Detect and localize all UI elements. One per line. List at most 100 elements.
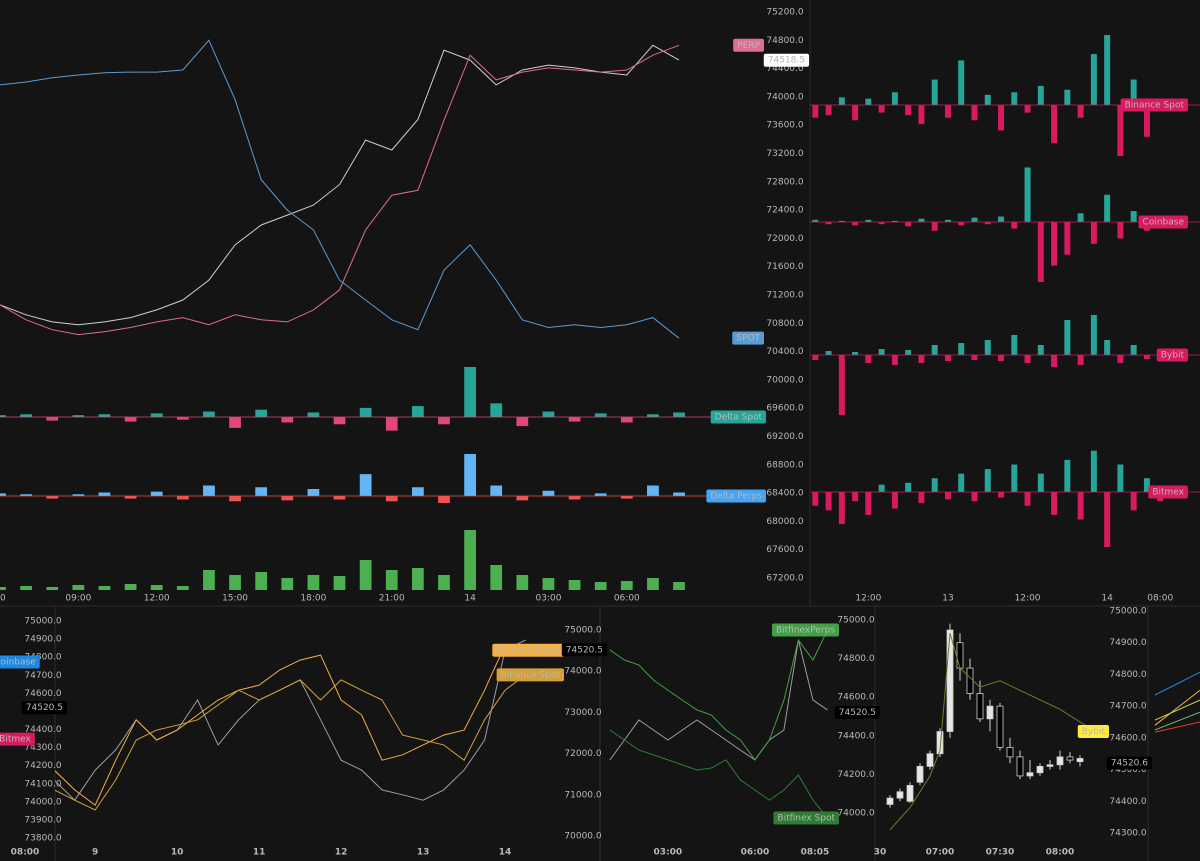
bar (516, 417, 529, 427)
bar (333, 576, 346, 590)
series-label-box (771, 623, 839, 637)
bar (176, 496, 189, 500)
bar (931, 478, 938, 492)
bar (542, 411, 555, 417)
bar (542, 490, 555, 496)
bar (1064, 459, 1071, 492)
x-tick-label: 08:00 (1147, 594, 1173, 604)
bar (1130, 492, 1137, 511)
candle-body (1006, 746, 1014, 758)
x-tick-label: 08:05 (801, 848, 830, 858)
pane-title-box (1120, 98, 1188, 112)
bar (891, 220, 898, 222)
x-tick-label: 06:00 (614, 594, 640, 604)
bar (516, 496, 529, 501)
y-tick-label: 71600.0 (766, 262, 803, 272)
bar (1037, 222, 1044, 282)
bar (203, 485, 215, 496)
y-tick-label: 74300.0 (1109, 829, 1146, 839)
bar (411, 406, 424, 417)
y-tick-label: 73200.0 (766, 149, 803, 159)
bar (852, 492, 859, 502)
bar (825, 222, 832, 225)
bar (1037, 345, 1044, 355)
y-tick-label: 74600.0 (837, 693, 874, 703)
bar (150, 491, 163, 496)
x-tick-label: 00 (0, 594, 6, 604)
bar (878, 105, 885, 113)
bar (958, 60, 965, 105)
bar (812, 355, 819, 360)
bar (255, 487, 268, 496)
candle-body (906, 785, 914, 802)
bar (1090, 222, 1097, 244)
bar (647, 485, 659, 496)
bar (438, 496, 450, 503)
y-tick-label: 74000.0 (766, 92, 803, 102)
candle-body (1066, 756, 1074, 761)
bar (647, 578, 659, 590)
bar (124, 417, 137, 422)
y-tick-label: 74900.0 (1109, 638, 1146, 648)
candle-body (966, 667, 974, 694)
candle-body (886, 797, 894, 805)
bar (307, 489, 320, 496)
x-tick-label: 14 (499, 848, 512, 858)
bar (464, 454, 476, 496)
y-tick-label: 75000.0 (1109, 607, 1146, 617)
series-line (609, 629, 828, 761)
series-label-box (733, 38, 764, 52)
bar (918, 355, 925, 363)
candle-body (1016, 756, 1024, 777)
bar (46, 496, 59, 499)
y-tick-label: 74800.0 (1109, 670, 1146, 680)
bar (1024, 167, 1031, 222)
bar (281, 417, 294, 423)
bar (1130, 345, 1137, 355)
bar (1011, 335, 1018, 355)
x-tick-label: 18:00 (300, 594, 326, 604)
bar (998, 105, 1005, 131)
bar (1090, 450, 1097, 492)
bar (0, 587, 6, 590)
x-tick-label: 08:00 (1046, 848, 1075, 858)
plot (810, 315, 1200, 415)
bar (203, 411, 215, 417)
bar (891, 492, 898, 509)
series-label-box (496, 668, 564, 682)
bar (620, 417, 633, 423)
bar (568, 417, 581, 422)
bar (438, 417, 450, 425)
bar (385, 417, 398, 431)
bar (865, 492, 872, 515)
bar (1090, 315, 1097, 355)
y-tick-label: 70000.0 (766, 375, 803, 385)
candle-body (996, 705, 1004, 748)
pane-title: Delta Perps (710, 492, 762, 502)
y-tick-label: 74800.0 (837, 654, 874, 664)
bar (150, 585, 163, 590)
bar (984, 94, 991, 105)
bar (905, 350, 912, 355)
series-label: Bitmex (0, 735, 32, 745)
bar (411, 568, 424, 590)
bar (852, 222, 859, 226)
bar (673, 412, 685, 417)
bar (1064, 89, 1071, 105)
bar (20, 494, 32, 496)
candle-body (1076, 758, 1084, 763)
bar (1090, 54, 1097, 105)
x-tick-label: 15:00 (222, 594, 248, 604)
plot (886, 623, 1097, 831)
y-tick-label: 72000.0 (564, 749, 601, 759)
x-tick-label: 08:00 (11, 848, 40, 858)
bar (944, 219, 951, 222)
bar (1051, 222, 1058, 266)
bar (1104, 35, 1111, 105)
bar (620, 496, 633, 499)
bar (838, 97, 845, 105)
bar (998, 216, 1005, 222)
bar (20, 586, 32, 590)
bar (865, 98, 872, 105)
bar (333, 417, 346, 425)
